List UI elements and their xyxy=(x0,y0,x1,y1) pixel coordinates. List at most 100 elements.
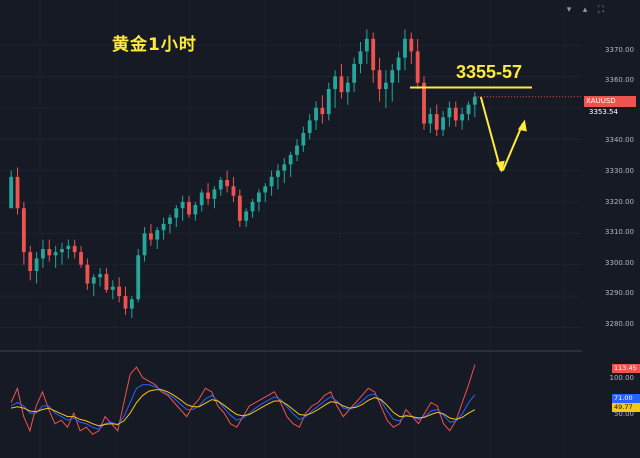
candle-body xyxy=(422,82,426,124)
symbol-label: XAUUSD xyxy=(586,97,616,105)
down-arrow-line xyxy=(479,96,502,171)
candle-body xyxy=(447,107,452,118)
candle-body xyxy=(250,201,255,212)
candle-body xyxy=(180,201,185,209)
candle-body xyxy=(237,195,242,221)
indicator-value-yellow: 49.77 xyxy=(612,403,640,412)
price-tick: 3310.00 xyxy=(605,228,634,236)
annotations xyxy=(410,86,582,173)
price-tick: 3280.00 xyxy=(605,320,634,328)
maximize-icon[interactable]: ⛶ xyxy=(597,5,605,15)
candle-body xyxy=(269,176,274,187)
candle-body xyxy=(409,38,414,52)
pane-divider[interactable] xyxy=(0,350,582,352)
candle-body xyxy=(415,51,420,83)
candle-body xyxy=(314,107,318,121)
candle-body xyxy=(282,164,287,171)
candle-body xyxy=(21,208,26,253)
candle-body xyxy=(206,192,210,199)
candle-body xyxy=(428,114,433,124)
candle-body xyxy=(276,170,280,177)
candle-body xyxy=(320,107,325,115)
candle-body xyxy=(60,249,64,253)
symbol-price-tag: XAUUSD 3353.54 xyxy=(584,96,636,116)
indicator-line xyxy=(10,384,476,430)
candle-body xyxy=(15,176,20,209)
candle-body xyxy=(434,114,439,130)
candle-body xyxy=(168,217,172,224)
candle-body xyxy=(371,38,376,71)
candle-body xyxy=(377,70,382,90)
candle-body xyxy=(460,114,465,121)
candle-body xyxy=(472,96,477,105)
indicator-value-blue: 71.00 xyxy=(612,394,640,403)
indicator-value-red: 113.45 xyxy=(612,364,640,373)
candle-body xyxy=(104,274,109,290)
candle-body xyxy=(155,230,160,240)
candle-body xyxy=(199,192,204,206)
candle-body xyxy=(53,252,58,256)
candle-body xyxy=(161,223,166,231)
candle-body xyxy=(142,233,147,256)
up-arrow-line xyxy=(501,123,524,171)
candle-body xyxy=(364,38,369,52)
candle-body xyxy=(345,82,350,93)
price-tick: 3360.00 xyxy=(605,76,634,84)
indicator-tick: 50.00 xyxy=(613,410,634,418)
candle-body xyxy=(441,117,445,130)
candle-body xyxy=(326,89,331,115)
candles xyxy=(9,29,477,319)
candle-body xyxy=(41,249,45,259)
candle-body xyxy=(34,258,39,271)
candle-body xyxy=(218,180,223,190)
price-tick: 3330.00 xyxy=(605,167,634,175)
candle-body xyxy=(117,286,122,297)
candle-body xyxy=(47,249,52,256)
indicator-tick: 100.00 xyxy=(609,374,635,382)
indicator-pane xyxy=(10,364,476,435)
indicator-line xyxy=(10,389,476,427)
candle-body xyxy=(28,252,33,271)
price-tick: 3370.00 xyxy=(605,46,634,54)
candle-body xyxy=(66,245,71,250)
candle-body xyxy=(193,205,198,215)
candle-body xyxy=(301,132,306,146)
candle-body xyxy=(256,192,261,202)
candle-body xyxy=(212,189,217,199)
candle-body xyxy=(9,176,14,209)
current-price-label: 3353.54 xyxy=(589,108,618,116)
candle-body xyxy=(225,180,230,187)
candle-body xyxy=(390,70,395,83)
candle-body xyxy=(72,245,77,253)
annotation-level-label: 3355-57 xyxy=(456,62,523,82)
price-tick: 3290.00 xyxy=(605,289,634,297)
candle-body xyxy=(98,274,102,278)
indicator-line xyxy=(10,364,476,435)
candle-body xyxy=(149,233,153,240)
chevron-down-icon[interactable]: ▾ xyxy=(566,5,572,15)
candle-body xyxy=(79,252,83,265)
candle-body xyxy=(307,120,312,133)
candle-body xyxy=(187,201,191,215)
candle-body xyxy=(339,76,344,93)
candle-body xyxy=(453,107,458,121)
chevron-up-icon[interactable]: ▴ xyxy=(582,5,588,15)
candle-body xyxy=(91,277,96,284)
candle-body xyxy=(396,57,401,71)
candle-body xyxy=(263,186,268,193)
candle-body xyxy=(174,208,179,218)
candle-body xyxy=(123,296,128,309)
candle-body xyxy=(352,63,357,83)
price-tick: 3340.00 xyxy=(605,136,634,144)
candle-body xyxy=(358,51,363,64)
candle-body xyxy=(110,286,115,290)
chart-title: 黄金1小时 xyxy=(112,35,197,55)
candle-body xyxy=(295,145,299,155)
up-arrow-head xyxy=(517,119,527,132)
candle-body xyxy=(129,299,134,309)
price-tick: 3320.00 xyxy=(605,198,634,206)
candle-body xyxy=(466,104,471,115)
candle-body xyxy=(333,76,337,90)
candle-body xyxy=(244,211,249,221)
